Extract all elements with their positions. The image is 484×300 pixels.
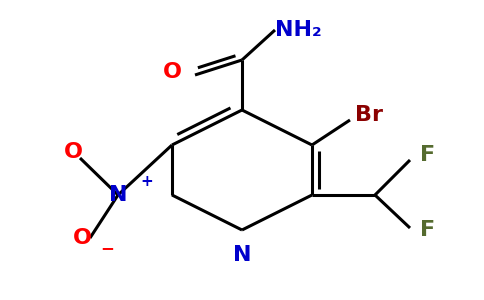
- Text: −: −: [100, 239, 114, 257]
- Text: O: O: [73, 228, 91, 248]
- Text: O: O: [63, 142, 82, 162]
- Text: O: O: [163, 62, 182, 82]
- Text: F: F: [420, 220, 435, 240]
- Text: NH₂: NH₂: [275, 20, 322, 40]
- Text: F: F: [420, 145, 435, 165]
- Text: Br: Br: [355, 105, 383, 125]
- Text: +: +: [140, 175, 153, 190]
- Text: N: N: [109, 185, 127, 205]
- Text: N: N: [233, 245, 251, 265]
